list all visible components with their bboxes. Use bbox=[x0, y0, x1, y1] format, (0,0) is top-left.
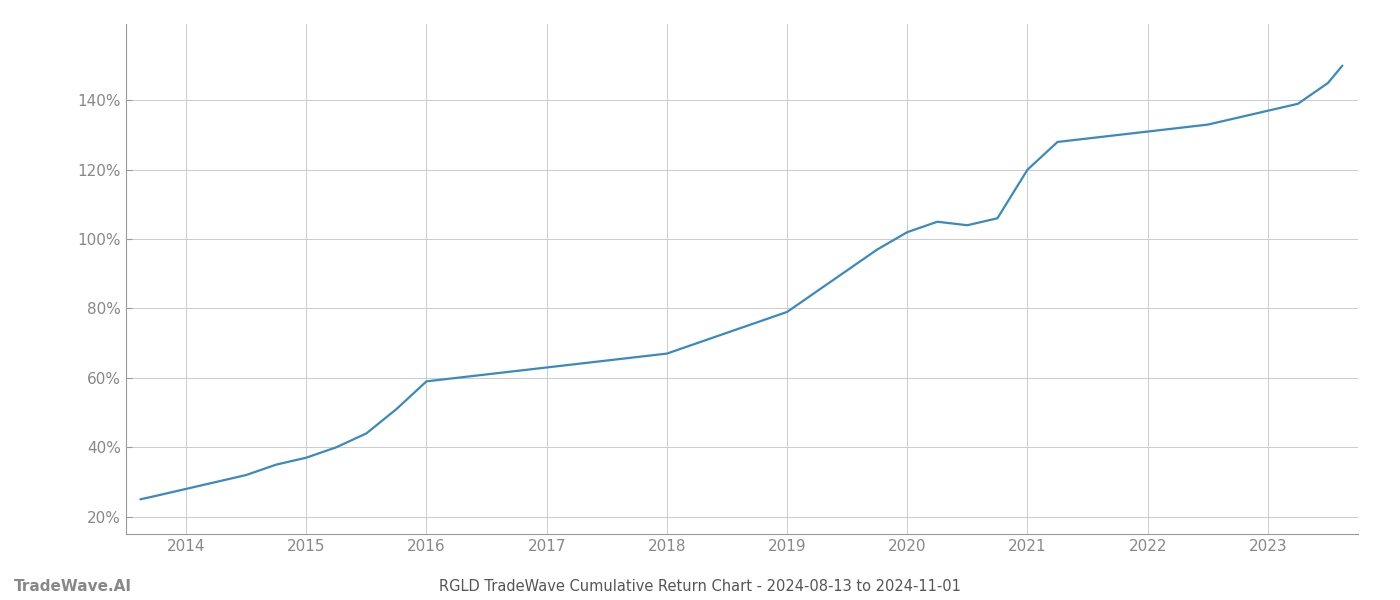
Text: TradeWave.AI: TradeWave.AI bbox=[14, 579, 132, 594]
Text: RGLD TradeWave Cumulative Return Chart - 2024-08-13 to 2024-11-01: RGLD TradeWave Cumulative Return Chart -… bbox=[440, 579, 960, 594]
